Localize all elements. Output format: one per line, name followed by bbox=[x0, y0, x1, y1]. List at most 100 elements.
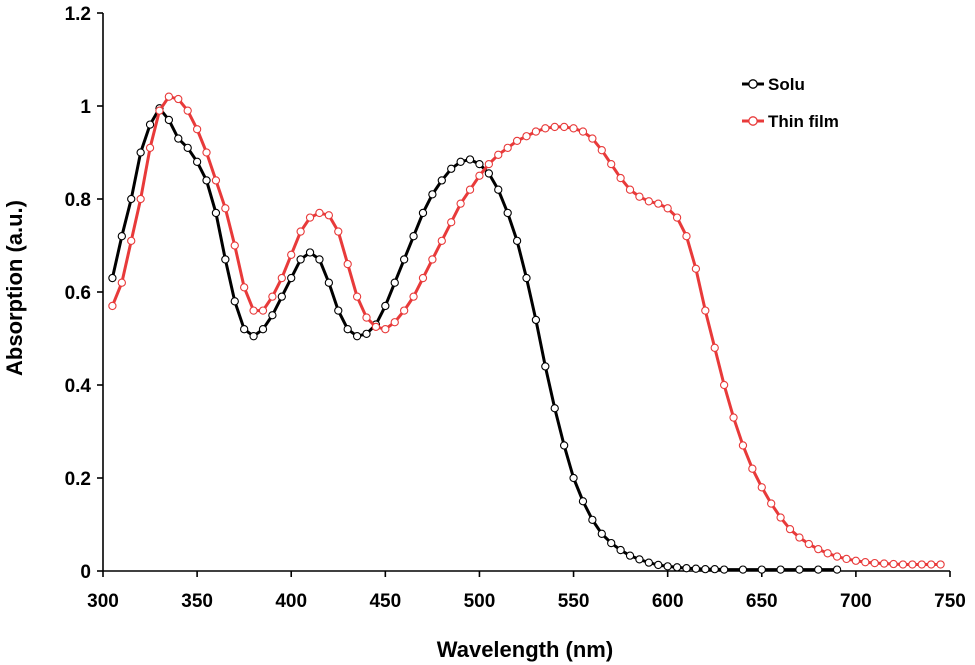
data-point bbox=[823, 549, 832, 558]
data-point bbox=[287, 250, 296, 259]
data-point bbox=[814, 565, 823, 574]
data-point bbox=[494, 185, 503, 194]
data-point bbox=[305, 248, 315, 257]
data-point bbox=[136, 194, 145, 204]
x-axis-title: Wavelength (nm) bbox=[437, 637, 613, 662]
legend-item: Solu bbox=[742, 75, 805, 94]
series-solu bbox=[108, 104, 842, 574]
y-tick-label: 0.8 bbox=[65, 190, 91, 211]
legend: Solu Thin film bbox=[742, 75, 839, 131]
data-point bbox=[287, 273, 296, 283]
data-point bbox=[164, 115, 174, 125]
data-point bbox=[512, 236, 522, 245]
data-point bbox=[400, 306, 409, 315]
data-point bbox=[832, 552, 842, 561]
data-point bbox=[861, 558, 870, 567]
data-point bbox=[597, 146, 606, 155]
data-point bbox=[644, 558, 653, 567]
x-tick-label: 700 bbox=[840, 591, 872, 612]
legend-swatch-marker bbox=[748, 116, 758, 126]
data-point bbox=[522, 132, 531, 141]
data-point bbox=[164, 92, 174, 101]
data-point bbox=[578, 127, 588, 136]
y-axis-title: Absorption (a.u.) bbox=[2, 200, 27, 376]
data-point bbox=[437, 176, 446, 185]
data-point bbox=[917, 560, 926, 569]
data-point bbox=[569, 124, 578, 133]
data-point bbox=[785, 525, 795, 534]
data-point bbox=[258, 306, 268, 315]
x-tick-label: 350 bbox=[181, 591, 213, 612]
data-point bbox=[249, 306, 258, 315]
data-point bbox=[691, 564, 701, 573]
data-point bbox=[202, 176, 211, 185]
data-point bbox=[757, 565, 766, 574]
data-point bbox=[362, 329, 371, 338]
data-point bbox=[145, 143, 155, 152]
data-point bbox=[221, 255, 230, 264]
data-point bbox=[559, 441, 569, 450]
data-point bbox=[870, 558, 879, 568]
data-point bbox=[908, 560, 917, 569]
x-tick-label: 600 bbox=[652, 591, 684, 612]
data-point bbox=[672, 563, 682, 572]
data-point bbox=[418, 273, 428, 283]
data-point bbox=[108, 301, 117, 311]
data-point bbox=[315, 208, 324, 218]
data-point bbox=[484, 169, 494, 178]
data-point bbox=[268, 292, 277, 301]
data-point bbox=[343, 259, 352, 269]
data-point bbox=[776, 513, 785, 522]
data-point bbox=[607, 538, 616, 548]
data-point bbox=[352, 292, 362, 301]
data-point bbox=[522, 273, 531, 283]
data-point bbox=[701, 564, 710, 574]
data-point bbox=[343, 325, 352, 334]
data-point bbox=[682, 564, 691, 573]
data-point bbox=[155, 106, 164, 115]
data-point bbox=[390, 318, 399, 327]
data-point bbox=[136, 148, 145, 157]
data-point bbox=[625, 551, 635, 560]
legend-item: Thin film bbox=[742, 112, 839, 131]
series-line bbox=[111, 95, 941, 566]
data-point bbox=[541, 362, 550, 371]
data-point bbox=[334, 227, 343, 236]
data-point bbox=[456, 199, 465, 208]
data-point bbox=[211, 208, 221, 218]
data-point bbox=[851, 556, 861, 565]
data-point bbox=[531, 127, 541, 136]
series-thin-film bbox=[108, 92, 945, 569]
data-point bbox=[776, 565, 785, 574]
data-point bbox=[672, 213, 682, 222]
data-point bbox=[117, 278, 126, 287]
data-point bbox=[814, 544, 823, 554]
y-tick-label: 0.4 bbox=[65, 376, 92, 397]
data-point bbox=[192, 157, 202, 166]
data-point bbox=[842, 554, 851, 564]
data-point bbox=[503, 208, 512, 218]
data-point bbox=[654, 199, 663, 208]
data-point bbox=[221, 204, 230, 213]
data-point bbox=[437, 236, 446, 245]
data-point bbox=[127, 194, 136, 204]
legend-swatch-marker bbox=[748, 79, 758, 89]
data-point bbox=[447, 164, 456, 173]
data-point bbox=[428, 255, 437, 264]
data-point bbox=[729, 413, 738, 422]
data-point bbox=[381, 325, 390, 334]
data-point bbox=[644, 197, 653, 206]
data-point bbox=[315, 255, 324, 264]
data-point bbox=[409, 292, 418, 301]
data-point bbox=[211, 176, 221, 185]
legend-label: Solu bbox=[768, 75, 805, 94]
data-point bbox=[371, 322, 381, 332]
series-layer bbox=[108, 92, 945, 574]
data-point bbox=[625, 185, 635, 194]
x-tick-label: 500 bbox=[464, 591, 496, 612]
data-point bbox=[710, 343, 719, 352]
data-point bbox=[663, 204, 672, 213]
y-tick-label: 1.2 bbox=[65, 4, 91, 25]
x-tick-label: 300 bbox=[87, 591, 119, 612]
data-point bbox=[418, 208, 428, 218]
